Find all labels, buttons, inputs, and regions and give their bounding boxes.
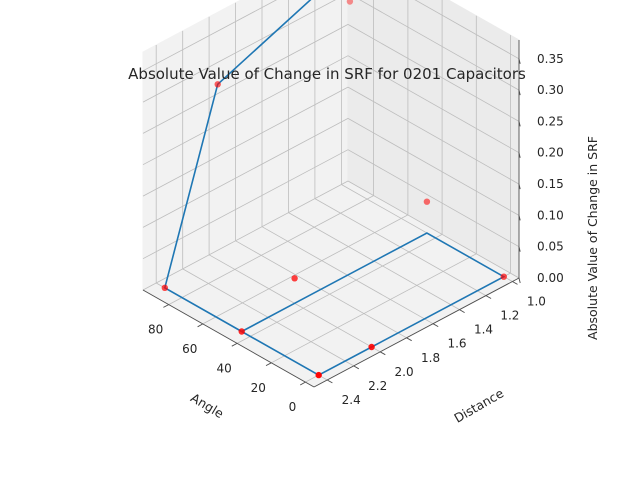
y-tick-label: 1.4	[474, 323, 493, 337]
z-tick-mark	[518, 277, 521, 284]
grid-line-z-right	[347, 24, 520, 122]
x-tick-label: 80	[148, 323, 163, 337]
z-tick-label: 0.05	[537, 240, 564, 254]
scatter-point	[423, 198, 431, 205]
grid-line-z-right	[347, 55, 520, 154]
grid-line-z-left	[142, 118, 349, 228]
chart-title: Absolute Value of Change in SRF for 0201…	[128, 65, 526, 83]
y-tick-mark	[459, 309, 465, 313]
y-tick-label: 2.4	[342, 393, 361, 407]
x-tick-mark	[197, 323, 204, 328]
grid-line-z-left	[142, 55, 349, 166]
z-tick-label: 0.15	[537, 177, 564, 191]
z-tick-mark	[518, 58, 521, 64]
z-tick-label: 0.35	[537, 52, 564, 66]
z-tick-label: 0.30	[537, 83, 564, 97]
y-axis-label: Distance	[451, 385, 506, 425]
scatter-point	[315, 371, 322, 379]
x-tick-label: 40	[216, 361, 231, 375]
y-tick-label: 1.8	[421, 351, 440, 365]
y-tick-mark	[512, 281, 518, 285]
x-tick-mark	[163, 304, 169, 308]
y-tick-label: 1.0	[527, 295, 546, 309]
grid-line-z-left	[142, 180, 349, 291]
y-tick-mark	[353, 365, 360, 370]
grid-line-z-right	[414, 0, 520, 60]
x-tick-label: 20	[251, 381, 266, 395]
z-tick-label: 0.20	[537, 146, 564, 160]
z-tick-mark	[518, 89, 521, 96]
z-tick-label: 0.00	[537, 271, 564, 285]
grid-line-z-left	[142, 24, 349, 134]
y-tick-label: 1.6	[447, 337, 466, 351]
grid-line-x-floor	[168, 195, 374, 305]
x-tick-label: 0	[289, 400, 297, 414]
grid-line-z-right	[359, 0, 520, 91]
z-tick-mark	[518, 246, 521, 252]
y-tick-mark	[485, 295, 492, 299]
y-tick-mark	[326, 379, 333, 384]
grid-line-z-left	[142, 0, 278, 72]
chart-axes: 0 20 40 60 80 1.0 1.2 1.4 1.6 1.8 2.0 2.2 2.4 0.00 0.0…	[142, 40, 564, 414]
z-tick-mark	[518, 121, 521, 127]
scatter-point	[291, 275, 298, 282]
scatter-point	[214, 81, 221, 88]
z-tick-label: 0.10	[537, 208, 564, 222]
grid-line-x-floor	[271, 253, 477, 364]
x-tick-label: 60	[182, 342, 197, 356]
y-tick-label: 2.2	[368, 379, 387, 393]
scatter-point	[500, 273, 507, 280]
grid-line-z-right	[347, 149, 520, 248]
grid-line-z-right	[347, 118, 520, 216]
x-tick-mark	[231, 343, 238, 347]
chart-scatter-points	[161, 0, 507, 379]
grid-line-x-floor	[202, 214, 409, 325]
y-tick-label: 1.2	[500, 309, 519, 323]
series-line	[163, 0, 506, 377]
scatter-point	[368, 343, 375, 351]
scatter-point	[161, 284, 168, 291]
x-axis-line	[142, 289, 315, 388]
grid-line-z-left	[142, 86, 349, 197]
x-tick-mark	[299, 381, 306, 386]
x-tick-mark	[265, 362, 272, 366]
y-tick-mark	[406, 337, 412, 342]
z-tick-mark	[518, 215, 521, 221]
x-axis-label: Angle	[188, 390, 226, 421]
y-tick-mark	[432, 323, 439, 327]
z-tick-mark	[518, 152, 521, 158]
scatter-point	[346, 0, 354, 5]
z-tick-mark	[518, 183, 521, 190]
scatter-point	[238, 328, 245, 335]
y-tick-mark	[379, 351, 386, 356]
y-axis-line	[313, 277, 520, 388]
z-axis-label: Absolute Value of Change in SRF	[585, 136, 600, 340]
grid-line-z-right	[347, 180, 520, 279]
chart-series-lines	[163, 0, 506, 377]
chart-grid	[142, 0, 520, 383]
grid-line-z-right	[347, 86, 520, 185]
grid-line-x-floor	[236, 234, 443, 344]
grid-line-z-left	[142, 0, 336, 103]
z-tick-label: 0.25	[537, 114, 564, 128]
y-tick-label: 2.0	[395, 365, 414, 379]
